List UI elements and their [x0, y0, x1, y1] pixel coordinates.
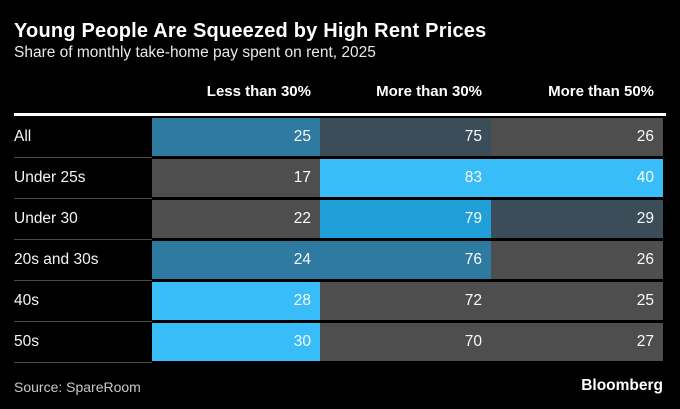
- column-header-less-than-30: Less than 30%: [206, 83, 311, 100]
- heatmap-table: All 25 75 26 Under 25s 17 83 40 Under 30…: [0, 118, 663, 364]
- row-label: All: [14, 128, 32, 145]
- heatmap-cell: 26: [491, 118, 663, 156]
- row-label: Under 30: [14, 210, 78, 227]
- heatmap-cell: 30: [152, 323, 320, 361]
- table-row-20s-and-30s: 20s and 30s 24 76 26: [0, 241, 663, 279]
- heatmap-cell: 22: [152, 200, 320, 238]
- header-spacer: [0, 82, 152, 102]
- heatmap-cell: 75: [320, 118, 491, 156]
- heatmap-cell: 79: [320, 200, 491, 238]
- row-separator: [0, 361, 663, 364]
- row-separator: [0, 197, 663, 200]
- bloomberg-logo: Bloomberg: [581, 377, 663, 394]
- row-label: 50s: [14, 333, 39, 350]
- heatmap-cell: 72: [320, 282, 491, 320]
- heatmap-cell: 25: [491, 282, 663, 320]
- row-separator: [0, 238, 663, 241]
- heatmap-cell: 76: [320, 241, 491, 279]
- heatmap-cell: 29: [491, 200, 663, 238]
- source-note: Source: SpareRoom: [14, 379, 141, 395]
- column-header-more-than-50: More than 50%: [548, 83, 654, 100]
- heatmap-cell: 40: [491, 159, 663, 197]
- header-rule: [14, 113, 666, 116]
- table-row-40s: 40s 28 72 25: [0, 282, 663, 320]
- page-subtitle: Share of monthly take-home pay spent on …: [14, 44, 376, 61]
- table-row-under-25s: Under 25s 17 83 40: [0, 159, 663, 197]
- row-label: Under 25s: [14, 169, 86, 186]
- table-row-under-30: Under 30 22 79 29: [0, 200, 663, 238]
- heatmap-cell: 28: [152, 282, 320, 320]
- row-separator-line: [14, 239, 152, 240]
- row-label: 40s: [14, 292, 39, 309]
- page-title: Young People Are Squeezed by High Rent P…: [14, 20, 487, 42]
- heatmap-cell: 24: [152, 241, 320, 279]
- column-header-more-than-30: More than 30%: [376, 83, 482, 100]
- row-separator-line: [14, 321, 152, 322]
- row-separator-line: [14, 280, 152, 281]
- row-separator-line: [14, 198, 152, 199]
- heatmap-cell: 70: [320, 323, 491, 361]
- table-row-50s: 50s 30 70 27: [0, 323, 663, 361]
- row-separator-line: [14, 362, 152, 363]
- row-separator: [0, 320, 663, 323]
- heatmap-cell: 17: [152, 159, 320, 197]
- row-separator-line: [14, 157, 152, 158]
- table-row-all: All 25 75 26: [0, 118, 663, 156]
- heatmap-cell: 25: [152, 118, 320, 156]
- row-separator: [0, 279, 663, 282]
- row-label: 20s and 30s: [14, 251, 99, 268]
- heatmap-cell: 26: [491, 241, 663, 279]
- row-separator: [0, 156, 663, 159]
- column-headers: Less than 30% More than 30% More than 50…: [0, 82, 663, 102]
- heatmap-cell: 83: [320, 159, 491, 197]
- heatmap-cell: 27: [491, 323, 663, 361]
